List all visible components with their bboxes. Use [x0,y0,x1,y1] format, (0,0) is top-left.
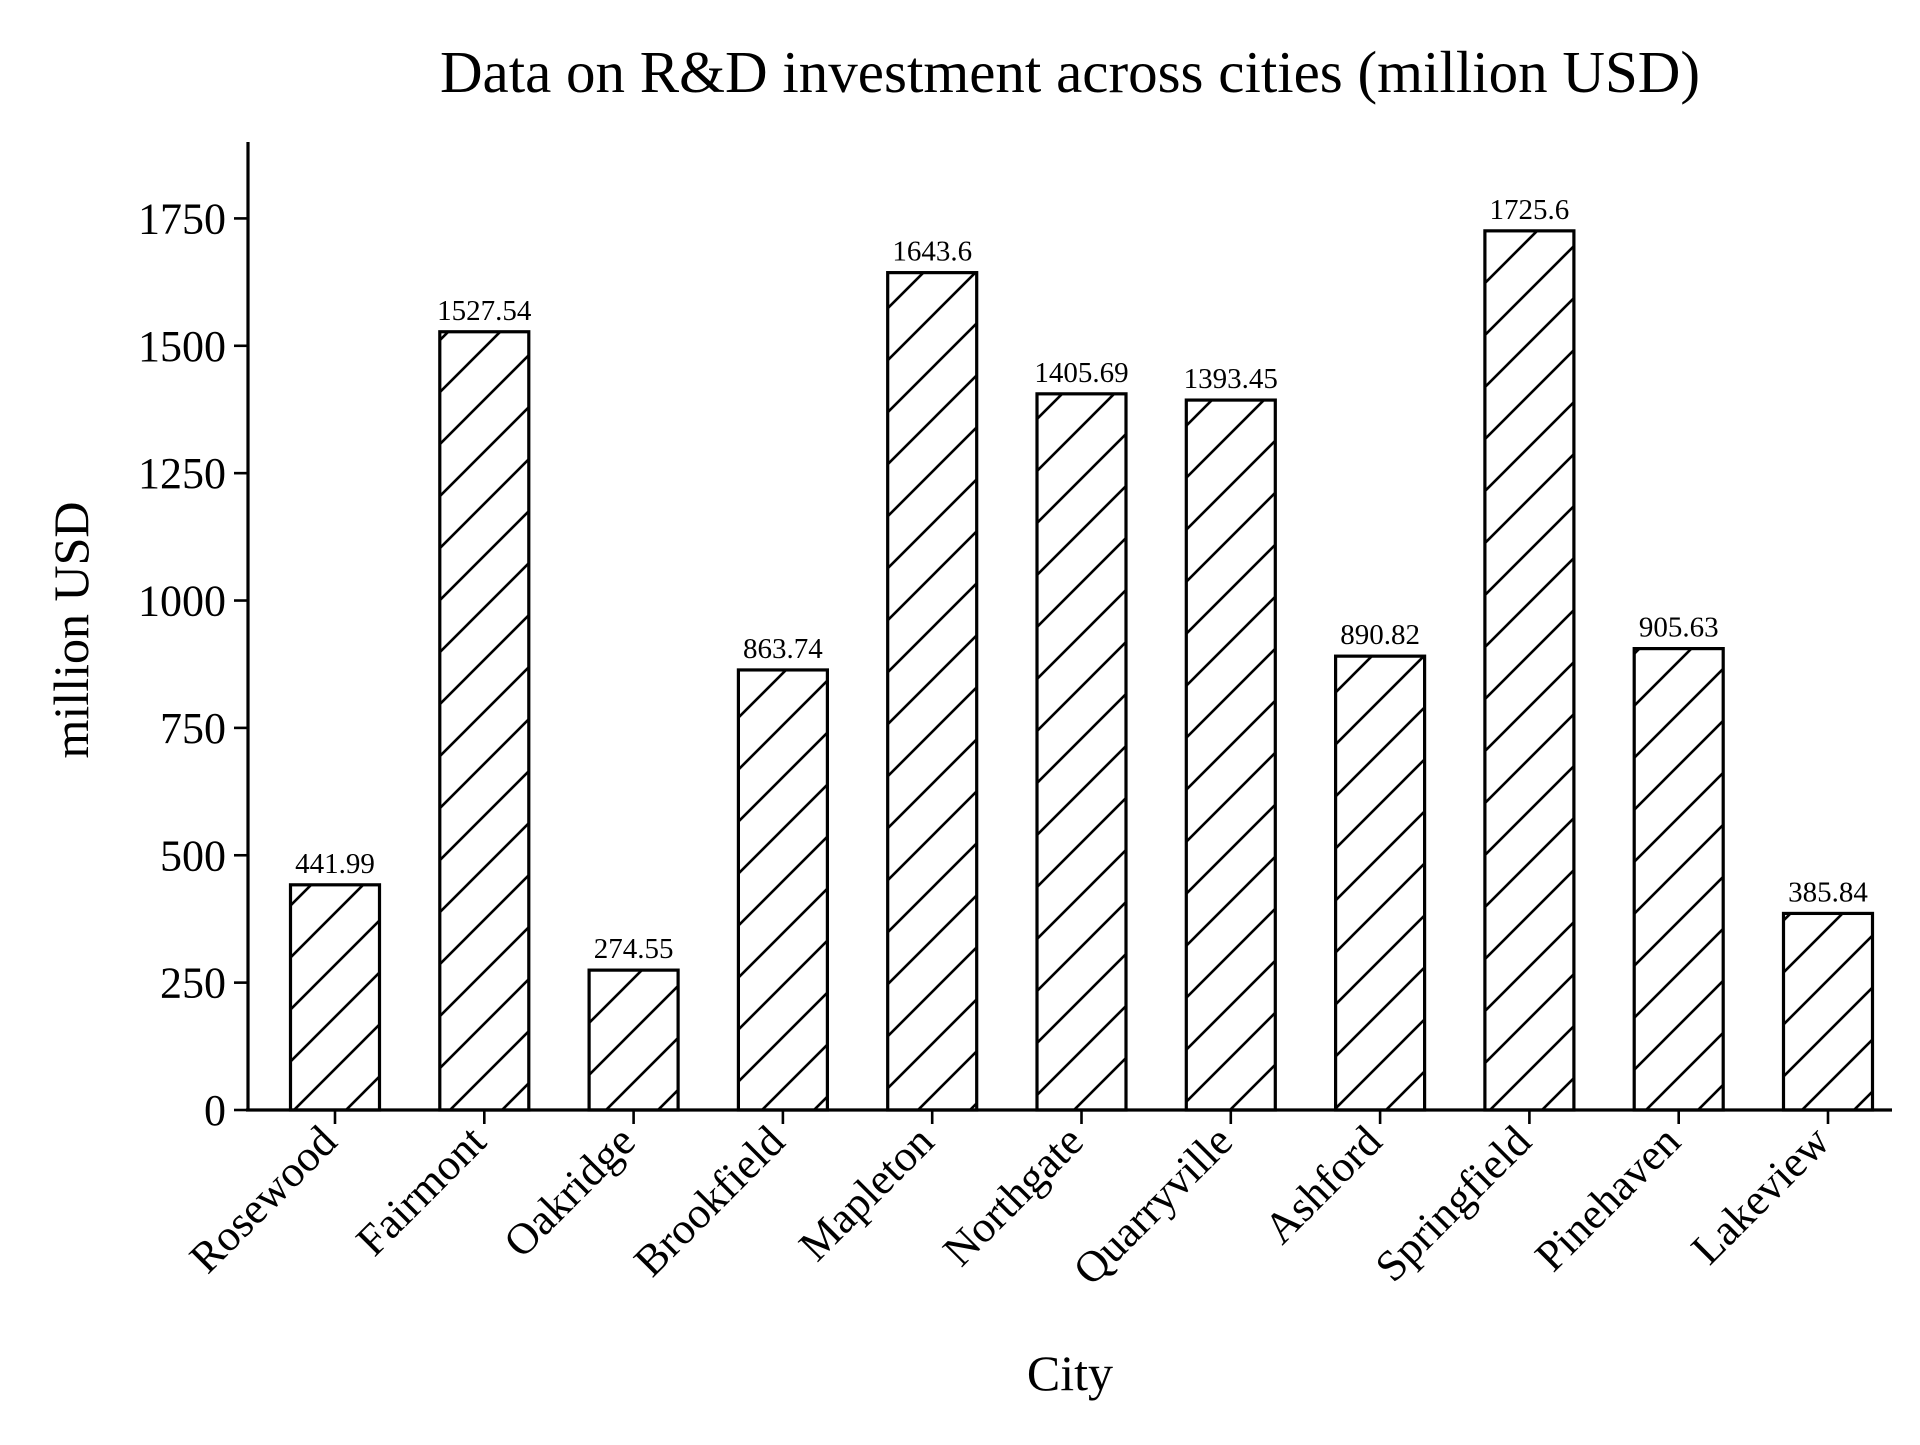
value-label-oakridge: 274.55 [594,933,674,965]
bar-lakeview [1781,911,1875,1112]
value-label-quarryville: 1393.45 [1184,363,1278,395]
bar-quarryville [1184,398,1277,1112]
value-label-northgate: 1405.69 [1034,357,1128,389]
value-label-brookfield: 863.74 [743,633,823,665]
y-tick-label: 500 [160,831,226,880]
x-tick-label-lakeview: Lakeview [1682,1116,1839,1273]
bar-mapleton [886,271,979,1112]
bar-ashford [1333,654,1427,1112]
x-tick-label-mapleton: Mapleton [789,1116,943,1270]
value-label-ashford: 890.82 [1340,619,1420,651]
bar-rosewood [288,883,382,1112]
value-label-pinehaven: 905.63 [1639,612,1719,644]
bar-springfield [1483,229,1576,1112]
y-tick-label: 250 [160,959,226,1008]
bar-pinehaven [1632,647,1725,1112]
value-label-springfield: 1725.6 [1490,194,1570,226]
chart-title: Data on R&D investment across cities (mi… [440,39,1700,105]
bar-northgate [1035,392,1128,1112]
y-axis-label: million USD [43,502,99,759]
value-labels-layer: 441.99 1527.54 274.55 863.74 1643.6 1405.69 13… [295,194,1868,965]
y-tick-label: 1750 [138,194,226,243]
y-tick-label: 1500 [138,322,226,371]
value-label-fairmont: 1527.54 [437,295,532,327]
x-tick-label-northgate: Northgate [934,1116,1093,1275]
value-label-mapleton: 1643.6 [892,236,972,268]
value-label-rosewood: 441.99 [295,848,375,880]
x-axis-label: City [1027,1345,1113,1401]
y-tick-label: 750 [160,704,226,753]
bars-layer [288,229,1875,1112]
x-tick-label-ashford: Ashford [1255,1116,1392,1253]
y-tick-label: 1000 [138,577,226,626]
x-ticks-layer: Rosewood FairmontOakridgeBrookfieldMaplet… [180,1110,1839,1294]
x-tick-label-springfield: Springfield [1366,1116,1541,1291]
x-tick-label-rosewood: Rosewood [180,1116,346,1282]
y-tick-label: 1250 [138,449,226,498]
x-tick-label-fairmont: Fairmont [347,1116,496,1265]
bar-fairmont [438,330,531,1112]
x-tick-label-oakridge: Oakridge [494,1116,644,1266]
y-tick-label: 0 [204,1086,226,1135]
bar-oakridge [587,968,680,1112]
x-tick-label-pinehaven: Pinehaven [1526,1116,1690,1280]
bar-brookfield [736,668,830,1112]
y-ticks-layer: 0 250 500 750 1000 1250 1500 1750 [138,194,248,1135]
x-tick-label-brookfield: Brookfield [625,1116,794,1285]
x-tick-label-quarryville: Quarryville [1064,1116,1242,1294]
value-label-lakeview: 385.84 [1788,876,1868,908]
